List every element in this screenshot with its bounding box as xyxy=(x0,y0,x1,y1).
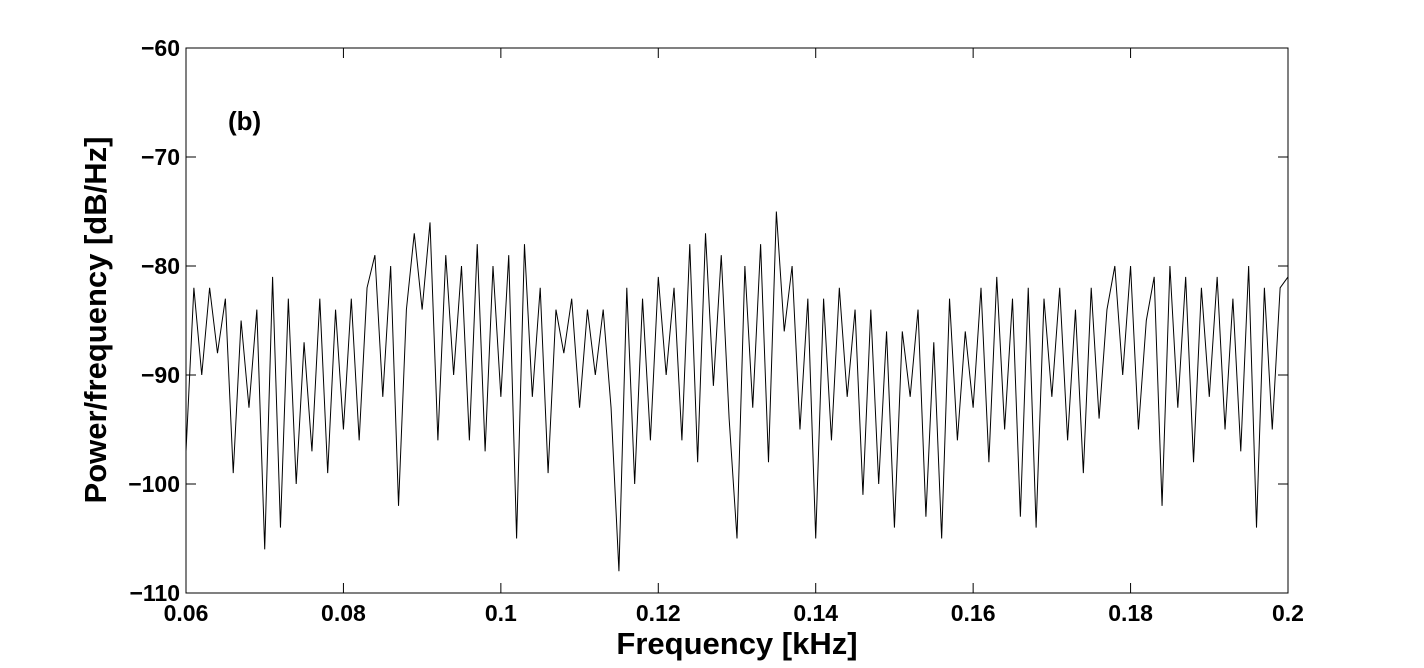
data-line xyxy=(185,211,1289,572)
x-tick-label: 0.12 xyxy=(636,600,681,626)
y-tick-label: −100 xyxy=(128,471,180,497)
y-tick-label: −70 xyxy=(141,144,180,170)
y-tick-label: −90 xyxy=(141,362,180,388)
y-tick-label: −110 xyxy=(129,580,180,606)
x-tick-label: 0.06 xyxy=(164,600,209,626)
x-tick-label: 0.08 xyxy=(321,600,366,626)
x-tick-label: 0.1 xyxy=(485,600,517,626)
x-axis-label: Frequency [kHz] xyxy=(616,626,857,661)
y-axis-label: Power/frequency [dB/Hz] xyxy=(78,137,113,504)
x-tick-label: 0.2 xyxy=(1272,600,1304,626)
x-tick-label: 0.18 xyxy=(1108,600,1153,626)
y-tick-label: −60 xyxy=(141,35,180,61)
x-tick-label: 0.16 xyxy=(951,600,996,626)
y-tick-label: −80 xyxy=(141,253,180,279)
x-tick-label: 0.14 xyxy=(793,600,838,626)
annotation: (b) xyxy=(228,106,261,136)
plot-frame xyxy=(185,47,1289,594)
